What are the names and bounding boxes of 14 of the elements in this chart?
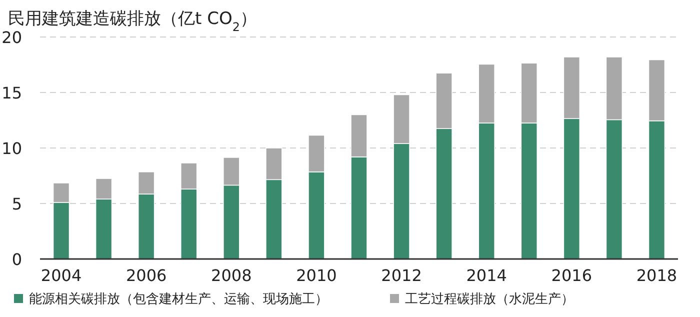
y-tick-label: 5 bbox=[12, 194, 22, 214]
x-tick-label: 2018 bbox=[636, 266, 678, 285]
x-tick-label: 2016 bbox=[551, 266, 592, 285]
y-tick-label: 0 bbox=[12, 250, 22, 269]
legend-label: 工艺过程碳排放（水泥生产） bbox=[405, 292, 574, 307]
x-tick-label: 2014 bbox=[466, 266, 507, 285]
x-tick-label: 2008 bbox=[211, 266, 252, 285]
x-tick-label: 2012 bbox=[381, 266, 422, 285]
x-tick-label: 2010 bbox=[296, 266, 337, 285]
y-tick-label: 15 bbox=[2, 84, 22, 102]
x-tick-label: 2006 bbox=[126, 266, 167, 285]
legend-label: 能源相关碳排放（包含建材生产、运输、现场施工） bbox=[29, 292, 328, 307]
x-tick-label: 2004 bbox=[40, 266, 82, 285]
y-tick-label: 10 bbox=[2, 139, 22, 158]
